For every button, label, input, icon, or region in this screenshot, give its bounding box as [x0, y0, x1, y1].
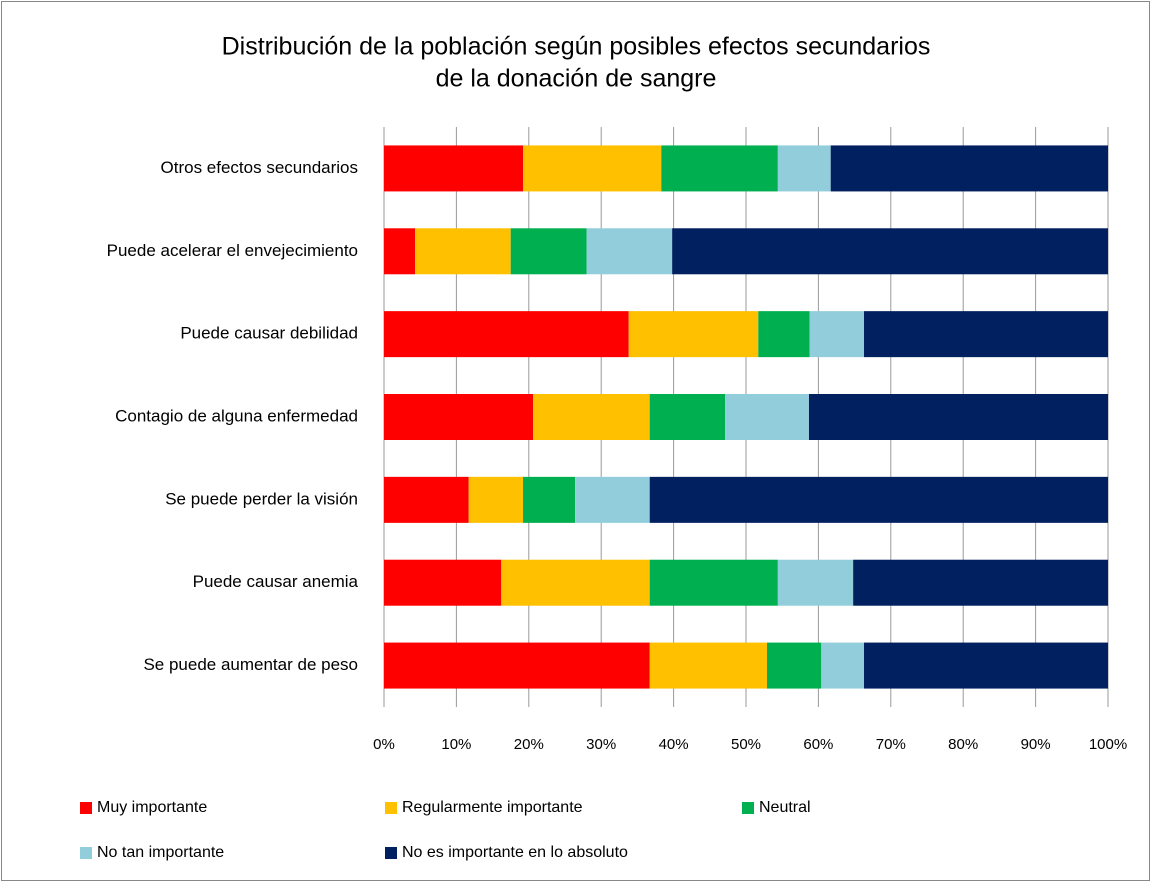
- bar-segment: [649, 559, 778, 606]
- x-tick-label: 60%: [803, 736, 833, 753]
- legend-label: Regularmente importante: [402, 799, 583, 816]
- y-tick-label: Se puede perder la visión: [165, 489, 358, 508]
- chart-title: Distribución de la población según posib…: [222, 33, 931, 61]
- bar-segment: [649, 642, 767, 689]
- x-tick-label: 0%: [373, 736, 395, 753]
- y-tick-label: Contagio de alguna enfermedad: [115, 406, 358, 425]
- bar-segment: [384, 476, 469, 523]
- legend-swatch: [80, 802, 92, 814]
- bar-segment: [575, 476, 650, 523]
- x-tick-label: 50%: [731, 736, 761, 753]
- legend-swatch: [742, 802, 754, 814]
- x-tick-label: 90%: [1021, 736, 1051, 753]
- y-tick-label: Puede causar debilidad: [180, 324, 358, 343]
- bar-segment: [384, 559, 502, 606]
- x-tick-label: 10%: [441, 736, 471, 753]
- legend-label: No tan importante: [97, 844, 224, 861]
- bar-segment: [523, 145, 662, 192]
- bar-segment: [415, 228, 511, 275]
- bar-segment: [384, 228, 416, 275]
- bar-segment: [586, 228, 673, 275]
- y-tick-label: Se puede aumentar de peso: [143, 655, 358, 674]
- legend-label: No es importante en lo absoluto: [402, 844, 628, 861]
- bar-segment: [777, 559, 854, 606]
- x-tick-label: 70%: [876, 736, 906, 753]
- x-tick-label: 20%: [514, 736, 544, 753]
- bar-segment: [384, 642, 650, 689]
- x-tick-label: 100%: [1089, 736, 1127, 753]
- bar-segment: [523, 476, 576, 523]
- bar-segment: [672, 228, 1108, 275]
- bar-segment: [864, 311, 1108, 358]
- bar-segment: [661, 145, 778, 192]
- y-tick-label: Puede causar anemia: [193, 572, 359, 591]
- bar-segment: [384, 394, 534, 440]
- bar-segment: [533, 394, 650, 440]
- x-tick-label: 30%: [586, 736, 616, 753]
- legend-swatch: [80, 847, 92, 859]
- bar-segment: [766, 642, 822, 689]
- bar-segment: [777, 145, 831, 192]
- bar-segment: [758, 311, 810, 358]
- bar-segment: [468, 476, 524, 523]
- bar-segment: [830, 145, 1108, 192]
- legend-swatch: [385, 847, 397, 859]
- bar-segment: [384, 145, 524, 192]
- bar-segment: [510, 228, 587, 275]
- y-tick-label: Otros efectos secundarios: [161, 158, 358, 177]
- bar-segment: [808, 394, 1108, 440]
- bar-segment: [384, 311, 629, 358]
- bar-segment: [853, 559, 1108, 606]
- bar-segment: [649, 476, 1108, 523]
- bar-segment: [821, 642, 865, 689]
- bar-segment: [725, 394, 809, 440]
- legend-swatch: [385, 802, 397, 814]
- legend-label: Neutral: [759, 799, 811, 816]
- chart-title: de la donación de sangre: [436, 65, 717, 93]
- x-tick-label: 80%: [948, 736, 978, 753]
- bar-segment: [649, 394, 726, 440]
- bar-segment: [628, 311, 759, 358]
- bar-segment: [864, 642, 1108, 689]
- bar-segment: [501, 559, 650, 606]
- y-tick-label: Puede acelerar el envejecimiento: [107, 241, 358, 260]
- bar-segment: [809, 311, 865, 358]
- x-tick-label: 40%: [659, 736, 689, 753]
- legend-label: Muy importante: [97, 799, 207, 816]
